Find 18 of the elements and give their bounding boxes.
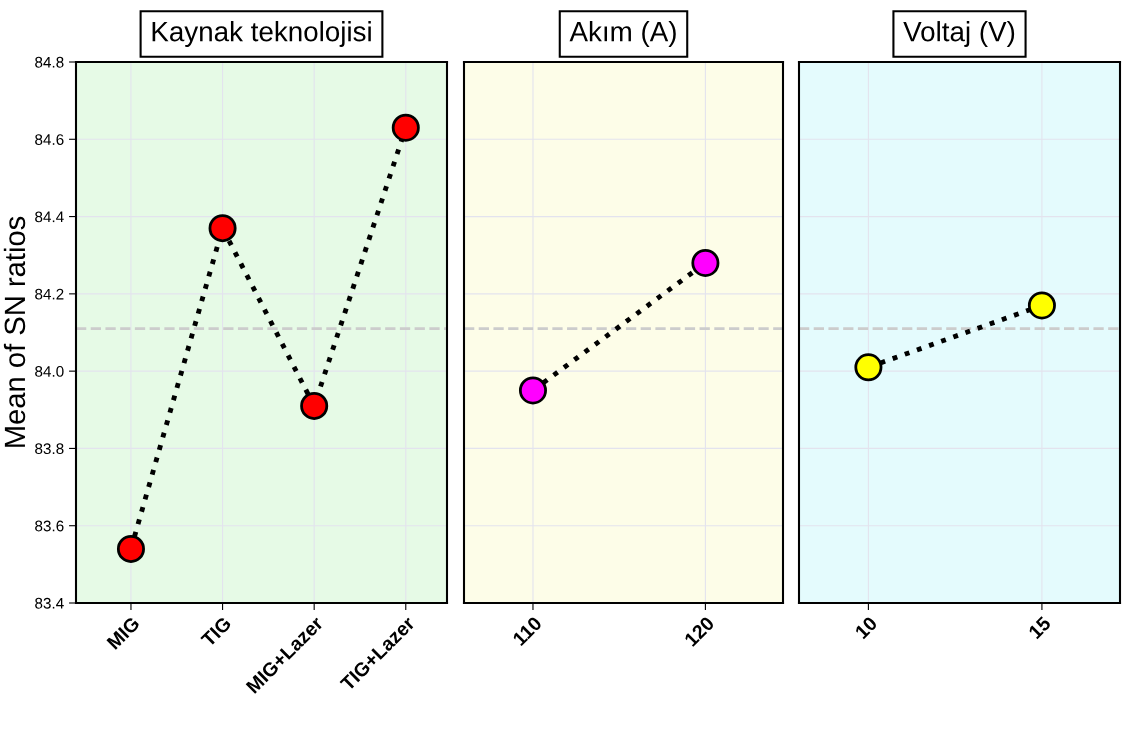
chart-title: Akım (A) xyxy=(569,21,676,47)
y-tick-label: 84.0 xyxy=(35,366,64,377)
x-tick-label: 110 xyxy=(512,615,543,647)
y-tick-label: 84.2 xyxy=(35,288,64,300)
chart-title: Voltaj (V) xyxy=(903,21,1015,47)
y-tick-label: 84.8 xyxy=(35,56,64,68)
chart-title: Kaynak teknolojisi xyxy=(152,21,371,47)
y-tick-label: 84.6 xyxy=(35,134,64,145)
y-tick-label: 83.8 xyxy=(35,443,64,455)
y-tick-label: 83.4 xyxy=(35,597,64,609)
x-tick-label: 10 xyxy=(854,615,878,640)
y-axis-title: Mean of SN ratios xyxy=(3,216,26,447)
x-tick-label: 120 xyxy=(683,615,715,647)
x-tick-label: TIG xyxy=(200,616,232,648)
y-tick-label: 84.4 xyxy=(35,211,64,223)
x-tick-label: MIG xyxy=(106,616,141,650)
y-tick-label: 83.6 xyxy=(35,520,64,532)
x-tick-label: 15 xyxy=(1028,615,1052,640)
